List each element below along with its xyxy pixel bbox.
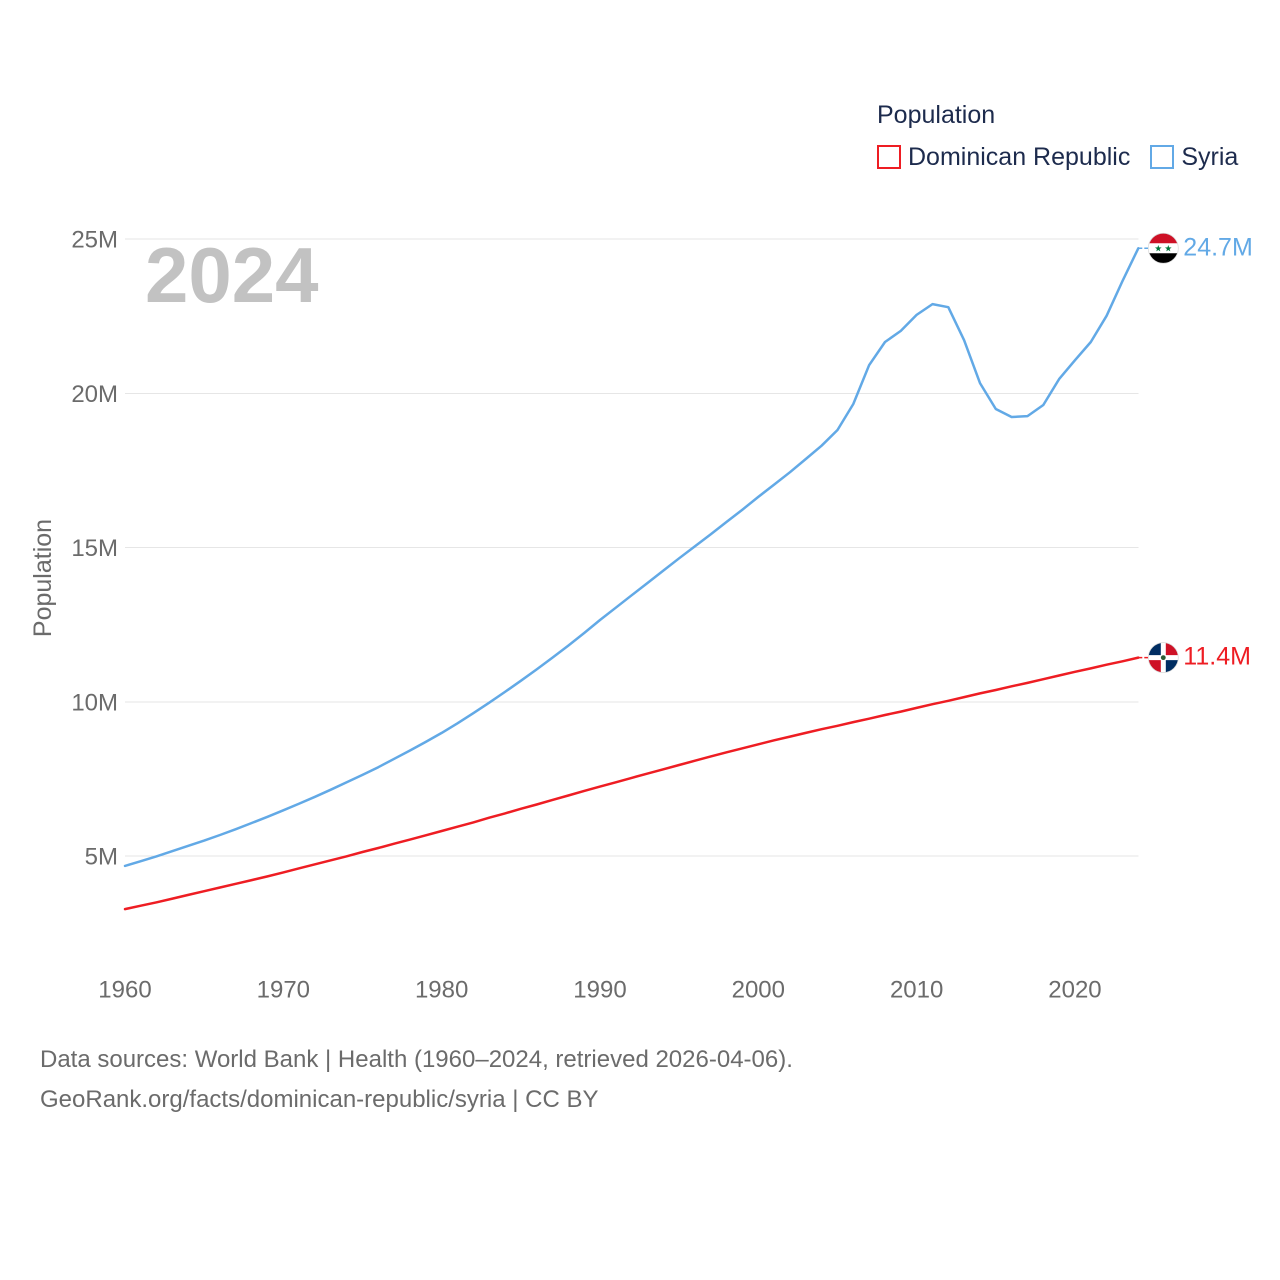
legend-swatch-dominican-republic xyxy=(877,145,901,169)
flag-quarter-blue xyxy=(1165,660,1179,673)
series-lines xyxy=(123,247,1140,911)
credit-note: GeoRank.org/facts/dominican-republic/syr… xyxy=(40,1086,599,1113)
flag-star xyxy=(1154,245,1162,252)
data-source-note: Data sources: World Bank | Health (1960–… xyxy=(40,1046,793,1073)
end-labels: 11.4M 24.7M xyxy=(1138,233,1253,671)
x-tick-label: 1970 xyxy=(257,977,310,1004)
legend-items: Dominican Republic Syria xyxy=(877,142,1238,172)
x-tick-label: 1990 xyxy=(573,977,626,1004)
flag-quarter-blue xyxy=(1148,642,1161,656)
x-tick-label: 2010 xyxy=(890,977,943,1004)
y-tick-label: 5M xyxy=(85,844,118,871)
flag-stripe-red xyxy=(1149,233,1178,244)
flag-quarter-red xyxy=(1148,660,1161,673)
y-tick-label: 25M xyxy=(71,227,118,254)
x-tick-label: 2000 xyxy=(732,977,785,1004)
legend-label: Syria xyxy=(1181,143,1239,171)
x-tick-label: 2020 xyxy=(1048,977,1101,1004)
series-line-syria xyxy=(123,247,1140,868)
legend: Population Dominican Republic Syria xyxy=(877,100,1238,172)
flag-star xyxy=(1164,245,1172,252)
x-axis-ticks: 1960 1970 1980 1990 2000 2010 2020 xyxy=(98,977,1101,1004)
gridlines xyxy=(125,238,1139,857)
flag-emblem xyxy=(1160,655,1166,661)
x-tick-label: 1980 xyxy=(415,977,468,1004)
legend-item-dominican-republic[interactable]: Dominican Republic xyxy=(877,142,1130,172)
flag-stripe-black xyxy=(1149,253,1178,264)
legend-label: Dominican Republic xyxy=(908,143,1131,171)
end-label-syria: 24.7M xyxy=(1183,233,1252,261)
y-tick-label: 20M xyxy=(71,381,118,408)
legend-item-syria[interactable]: Syria xyxy=(1150,142,1238,172)
legend-swatch-syria xyxy=(1150,145,1175,169)
dominican-republic-flag-icon xyxy=(1147,642,1179,674)
y-tick-label: 15M xyxy=(71,535,118,562)
y-axis-ticks: 5M 10M 15M 20M 25M xyxy=(71,227,118,871)
series-line-dominican-republic xyxy=(123,656,1140,911)
year-watermark: 2024 xyxy=(145,231,319,319)
flag-border xyxy=(1147,642,1179,674)
syria-flag-icon xyxy=(1147,232,1179,264)
y-tick-label: 10M xyxy=(71,689,118,716)
flag-quarter-red xyxy=(1165,642,1179,656)
y-axis-title: Population xyxy=(29,519,57,637)
x-tick-label: 1960 xyxy=(98,977,151,1004)
footer: Data sources: World Bank | Health (1960–… xyxy=(40,1040,793,1120)
end-label-dominican-republic: 11.4M xyxy=(1183,643,1251,671)
flag-border xyxy=(1147,232,1179,264)
legend-title: Population xyxy=(877,101,996,129)
